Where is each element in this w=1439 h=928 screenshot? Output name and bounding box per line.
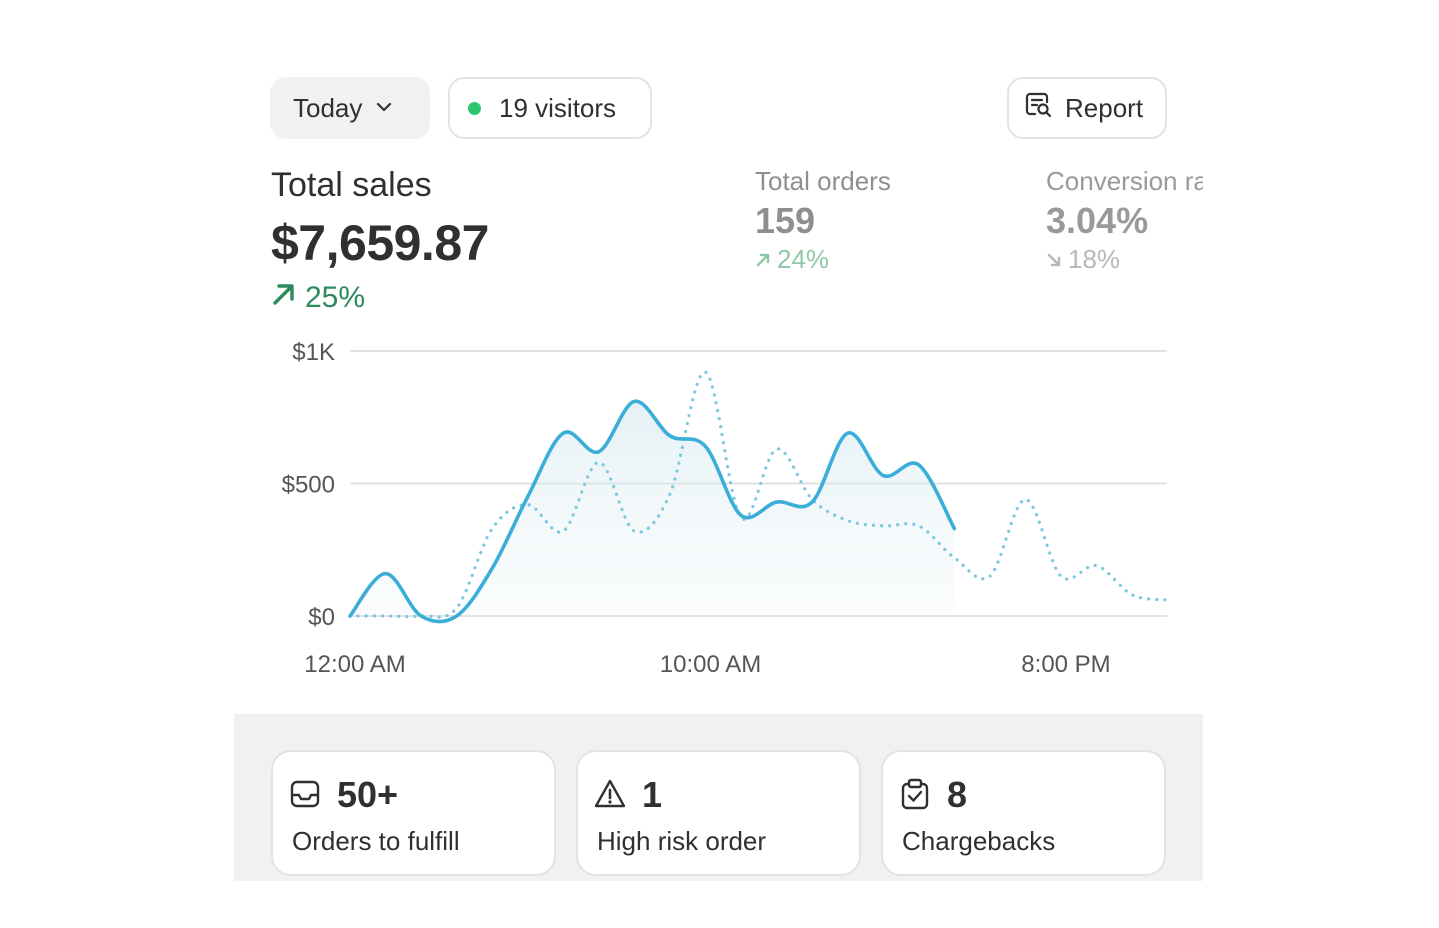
date-range-button[interactable]: Today <box>270 77 430 139</box>
high-risk-order-count: 1 <box>642 774 663 815</box>
x-tick-label: 12:00 AM <box>304 651 405 678</box>
total-orders-change-value: 24% <box>777 244 830 274</box>
warning-icon <box>594 778 626 815</box>
total-sales-label: Total sales <box>271 166 432 204</box>
orders-to-fulfill-card[interactable]: 50+ Orders to fulfill <box>271 750 556 876</box>
sales-chart: $0 $500 $1K 12:00 AM 10:00 AM 8:00 PM <box>282 339 1170 678</box>
report-label: Report <box>1065 92 1144 123</box>
chargebacks-count: 8 <box>947 774 968 815</box>
x-tick-label: 8:00 PM <box>1021 651 1110 678</box>
total-sales-change: 25% <box>271 281 365 315</box>
conversion-label: Conversion rate <box>1046 166 1203 196</box>
inbox-icon <box>289 778 321 815</box>
report-button[interactable]: Report <box>1007 77 1167 139</box>
live-dot-icon <box>468 101 481 115</box>
total-orders-value: 159 <box>755 200 816 241</box>
arrow-down-right-icon <box>1046 244 1062 275</box>
orders-to-fulfill-label: Orders to fulfill <box>292 826 460 856</box>
clipboard-check-icon <box>899 778 931 815</box>
y-tick-label: $0 <box>308 604 335 631</box>
conversion-value: 3.04% <box>1046 200 1149 241</box>
report-icon <box>1023 90 1053 127</box>
series-today-line <box>348 399 957 624</box>
conversion-change: 18% <box>1046 244 1120 275</box>
total-orders-label: Total orders <box>755 166 891 196</box>
live-visitors-button[interactable]: 19 visitors <box>448 77 652 139</box>
arrow-up-right-icon <box>755 244 771 275</box>
high-risk-order-label: High risk order <box>597 826 767 856</box>
conversion-metric: Conversion rate 3.04% 18% <box>1046 160 1203 280</box>
orders-to-fulfill-count: 50+ <box>337 774 399 815</box>
total-orders-change: 24% <box>755 244 829 275</box>
conversion-change-value: 18% <box>1068 244 1121 274</box>
y-tick-label: $1K <box>292 339 335 366</box>
series-today-area <box>350 401 955 622</box>
chevron-down-icon <box>374 93 394 124</box>
arrow-up-right-icon <box>271 281 297 315</box>
total-sales-value: $7,659.87 <box>271 215 489 271</box>
x-tick-label: 10:00 AM <box>660 651 761 678</box>
date-range-label: Today <box>293 92 363 123</box>
high-risk-order-card[interactable]: 1 High risk order <box>576 750 861 876</box>
total-sales-change-value: 25% <box>305 281 366 314</box>
visitors-label: 19 visitors <box>499 92 617 123</box>
y-tick-label: $500 <box>282 472 335 499</box>
chargebacks-label: Chargebacks <box>902 826 1056 856</box>
chargebacks-card[interactable]: 8 Chargebacks <box>881 750 1166 876</box>
